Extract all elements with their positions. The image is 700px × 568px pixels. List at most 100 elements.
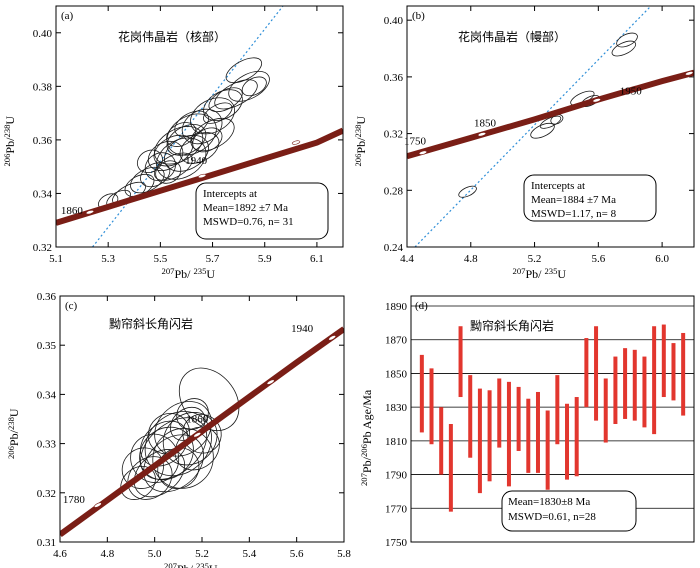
panel-a-error-ellipse <box>192 127 223 153</box>
panel-c-panel-label: (c) <box>65 300 78 312</box>
panel-b-x-tick-label: 4.4 <box>400 253 414 265</box>
panel-b-error-ellipse <box>616 32 638 48</box>
panel-a: 5.1 5.3 5.5 5.7 5.9 6.1 0.32 0.34 0.36 0.38 0.40 18… <box>2 5 344 281</box>
panel-c-age-marker <box>328 335 337 341</box>
panel-c-y-tick-label: 0.32 <box>37 488 56 500</box>
panel-c-error-ellipse <box>130 433 180 483</box>
panel-a-x-tick-label: 5.1 <box>49 253 63 265</box>
panel-a-error-ellipse <box>203 102 233 124</box>
panel-a-legend-line: Intercepts at <box>203 188 257 200</box>
panel-d-error-bar <box>632 349 637 421</box>
panel-c-error-ellipse <box>174 426 220 471</box>
panel-a-error-ellipse <box>241 76 267 97</box>
panel-d-panel-label: (d) <box>415 300 428 312</box>
panel-d-y-tick-label: 1790 <box>385 470 408 482</box>
panel-c-error-ellipse <box>157 447 200 489</box>
panel-c-x-axis-label-part: U <box>209 562 218 568</box>
panel-b-x-tick-label: 5.6 <box>591 253 605 265</box>
panel-b-x-axis-label-part: 207 <box>513 266 527 276</box>
panel-c: 4.6 4.8 5.0 5.2 5.4 5.6 5.8 0.31 0.32 0.33 0.34 0.3… <box>6 291 352 568</box>
panel-a-x-tick-label: 5.9 <box>258 253 272 265</box>
panel-b-age-marker <box>685 71 694 76</box>
panel-d-legend-line: MSWD=0.61, n=28 <box>508 511 596 523</box>
panel-c-y-tick-label: 0.33 <box>37 439 57 451</box>
panel-d-error-bar <box>555 375 560 445</box>
panel-d-y-axis-label-part: 207 <box>359 472 369 486</box>
panel-b-x-axis-label: 207Pb/ 235U <box>513 266 567 281</box>
panel-a-error-ellipse <box>228 70 270 102</box>
panel-c-y-tick-label: 0.35 <box>37 340 57 352</box>
panel-c-x-axis-label-part: Pb/ <box>177 562 196 568</box>
panel-b-y-axis-label-part: U <box>354 116 368 125</box>
panel-a-error-ellipse <box>153 134 194 167</box>
panel-d-error-bar <box>535 391 540 473</box>
panel-b-concordia-curve <box>407 69 694 160</box>
panel-d-legend-line: Mean=1830±8 Ma <box>508 496 590 508</box>
panel-c-x-axis-label-part: 207 <box>164 561 178 568</box>
panel-a-x-axis-label-part: 235 <box>193 266 206 276</box>
panel-a-error-ellipse <box>136 149 163 173</box>
panel-a-error-ellipse <box>214 79 258 110</box>
panel-b-age-marker <box>477 132 487 137</box>
panel-a-legend-box <box>195 182 329 240</box>
panel-b-legend-line: Mean=1884 ±7 Ma <box>531 194 616 206</box>
panel-b-age-label: 1950 <box>620 85 643 97</box>
panel-a-error-ellipse <box>208 87 243 113</box>
panel-a-age-label: 1860 <box>61 205 84 217</box>
panel-c-y-axis-label-part: Pb/ <box>7 429 21 446</box>
panel-a-panel-label: (a) <box>61 10 74 22</box>
panel-c-age-label: 1860 <box>186 414 209 426</box>
panel-d-y-tick-label: 1870 <box>385 335 408 347</box>
panel-d-error-bar <box>652 326 657 435</box>
panel-b-age-label: 1750 <box>404 136 427 148</box>
panel-d-error-bar <box>642 356 647 428</box>
panel-d-y-axis-label-part: 206 <box>359 443 369 457</box>
panel-b-plot-area <box>407 6 694 247</box>
panel-a-title: 花岗伟晶岩（核部） <box>118 29 226 44</box>
panel-a-x-axis-label: 207Pb/ 235U <box>162 266 216 281</box>
panel-a-y-axis-label-part: U <box>3 116 17 125</box>
panel-d-y-tick-label: 1890 <box>385 301 408 313</box>
panel-b-age-marker <box>592 98 601 103</box>
panel-b: 4.4 4.8 5.2 5.6 6.0 0.24 0.28 0.32 0.36 0.40 1750 1… <box>353 5 695 281</box>
panel-d-legend-box <box>501 490 637 532</box>
panel-c-x-tick-label: 5.6 <box>290 548 304 560</box>
panel-a-x-axis-label-part: Pb/ <box>174 267 193 281</box>
panel-a-y-axis-label-part: 238 <box>2 125 12 138</box>
panel-c-x-tick-label: 5.0 <box>148 548 162 560</box>
panel-a-concordia-curve <box>56 127 343 226</box>
panel-d-frame <box>410 295 695 543</box>
panel-b-legend-line: MSWD=1.17, n= 8 <box>531 208 617 220</box>
panel-c-x-axis-label-part: 235 <box>196 561 209 568</box>
panel-d-error-bar <box>526 398 531 473</box>
panel-d-title: 黝帘斜长角闪岩 <box>470 318 554 333</box>
panel-b-x-tick-label: 6.0 <box>655 253 669 265</box>
panel-d-error-bar <box>623 348 628 419</box>
panel-b-y-tick-label: 0.40 <box>384 15 404 27</box>
panel-c-y-axis-label-part: 206 <box>6 445 16 459</box>
panel-d-y-tick-label: 1750 <box>385 537 408 549</box>
panel-a-error-ellipse <box>166 122 197 147</box>
panel-b-y-tick-label: 0.36 <box>384 72 404 84</box>
panel-d-error-bar <box>613 356 618 424</box>
panel-c-title: 黝帘斜长角闪岩 <box>109 316 193 331</box>
panel-a-y-tick-label: 0.40 <box>33 28 53 40</box>
panel-d-error-bar <box>594 326 599 421</box>
panel-d-error-bar <box>448 424 453 512</box>
panel-b-title: 花岗伟晶岩（幔部） <box>458 29 566 44</box>
panel-d-y-tick-label: 1830 <box>385 402 408 414</box>
panel-b-y-axis-label-part: Pb/ <box>354 137 368 154</box>
panel-c-y-axis-label-part: 238 <box>6 417 16 430</box>
panel-a-error-ellipse <box>179 132 220 164</box>
panel-d-error-bar <box>458 326 463 398</box>
panel-c-y-tick-label: 0.34 <box>37 389 57 401</box>
panel-c-y-axis-label-part: U <box>7 408 21 417</box>
panel-b-error-ellipse <box>458 185 477 198</box>
panel-a-age-marker <box>197 173 207 179</box>
panel-d-error-bar <box>565 403 570 480</box>
panel-b-x-tick-label: 5.2 <box>528 253 542 265</box>
panel-b-frame <box>406 5 695 248</box>
panel-b-panel-label: (b) <box>412 10 425 22</box>
panel-b-y-tick-label: 0.28 <box>384 185 404 197</box>
panel-a-error-ellipse <box>156 137 207 180</box>
